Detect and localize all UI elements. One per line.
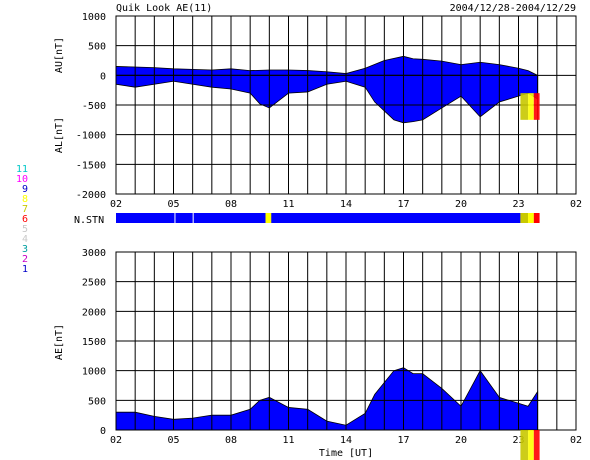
y-tick-label: 1500 bbox=[82, 337, 106, 348]
y-axis-label-au: AU[nT] bbox=[54, 37, 65, 73]
station-drop-marker bbox=[533, 93, 540, 120]
y-tick-label: -1000 bbox=[76, 131, 106, 142]
x-tick-label: 20 bbox=[455, 199, 467, 210]
x-tick-label: 20 bbox=[455, 435, 467, 446]
nstn-gap bbox=[192, 213, 194, 223]
station-drop-marker bbox=[528, 430, 534, 460]
station-legend-item: 8 bbox=[22, 194, 28, 205]
y-tick-label: 1000 bbox=[82, 12, 106, 23]
y-axis-label-ae: AE[nT] bbox=[54, 324, 65, 360]
nstn-drop bbox=[265, 213, 272, 223]
y-tick-label: -2000 bbox=[76, 190, 106, 201]
x-tick-label: 02 bbox=[110, 199, 122, 210]
y-tick-label: 0 bbox=[100, 426, 106, 437]
station-legend-item: 10 bbox=[16, 174, 28, 185]
station-legend-item: 9 bbox=[22, 184, 28, 195]
station-drop-marker bbox=[520, 430, 529, 460]
chart-title: Quik Look AE(11) bbox=[116, 3, 212, 14]
au-al-panel: 1000 500 0 -500 -1000 -1500 -2000 02 05 08 11 14 17 2… bbox=[54, 12, 582, 210]
y-tick-label: 0 bbox=[100, 71, 106, 82]
x-tick-label: 17 bbox=[397, 435, 409, 446]
x-tick-label: 08 bbox=[225, 199, 237, 210]
station-drop-marker bbox=[528, 93, 534, 120]
station-legend-item: 2 bbox=[22, 254, 28, 265]
y-tick-label: 500 bbox=[88, 42, 106, 53]
x-tick-label: 05 bbox=[167, 199, 179, 210]
station-drop-marker bbox=[520, 93, 529, 120]
station-legend-item: 3 bbox=[22, 244, 28, 255]
nstn-end-b bbox=[528, 213, 534, 223]
nstn-end-c bbox=[533, 213, 540, 223]
x-tick-label: 02 bbox=[110, 435, 122, 446]
x-tick-label: 02 bbox=[570, 199, 582, 210]
x-tick-label: 14 bbox=[340, 435, 352, 446]
nstn-gap bbox=[174, 213, 176, 223]
x-tick-label: 02 bbox=[570, 435, 582, 446]
nstn-label: N.STN bbox=[74, 215, 104, 226]
station-legend-item: 1 bbox=[22, 264, 28, 275]
y-tick-label: 2000 bbox=[82, 307, 106, 318]
station-count-bar bbox=[116, 213, 540, 223]
x-axis-label: Time [UT] bbox=[319, 448, 373, 459]
x-tick-label: 23 bbox=[512, 199, 524, 210]
station-drop-marker bbox=[533, 430, 540, 460]
nstn-end-a bbox=[520, 213, 529, 223]
x-tick-label: 11 bbox=[282, 199, 294, 210]
y-tick-label: -1500 bbox=[76, 160, 106, 171]
station-legend-item: 11 bbox=[16, 164, 28, 175]
station-legend-item: 4 bbox=[22, 234, 28, 245]
date-range: 2004/12/28-2004/12/29 bbox=[450, 3, 576, 14]
x-tick-label: 11 bbox=[282, 435, 294, 446]
x-tick-label: 05 bbox=[167, 435, 179, 446]
station-legend-item: 6 bbox=[22, 214, 28, 225]
y-axis-label-al: AL[nT] bbox=[54, 117, 65, 153]
y-tick-label: -500 bbox=[82, 101, 106, 112]
y-tick-label: 3000 bbox=[82, 248, 106, 259]
x-tick-label: 23 bbox=[512, 435, 524, 446]
y-tick-label: 500 bbox=[88, 396, 106, 407]
x-tick-label: 17 bbox=[397, 199, 409, 210]
station-legend-item: 5 bbox=[22, 224, 28, 235]
x-tick-label: 14 bbox=[340, 199, 352, 210]
nstn-11 bbox=[116, 213, 521, 223]
station-legend-item: 7 bbox=[22, 204, 28, 215]
y-tick-label: 2500 bbox=[82, 278, 106, 289]
x-tick-label: 08 bbox=[225, 435, 237, 446]
y-tick-label: 1000 bbox=[82, 367, 106, 378]
ae-panel: 3000 2500 2000 1500 1000 500 0 02 05 08 11 14 17 20 23… bbox=[54, 248, 582, 460]
